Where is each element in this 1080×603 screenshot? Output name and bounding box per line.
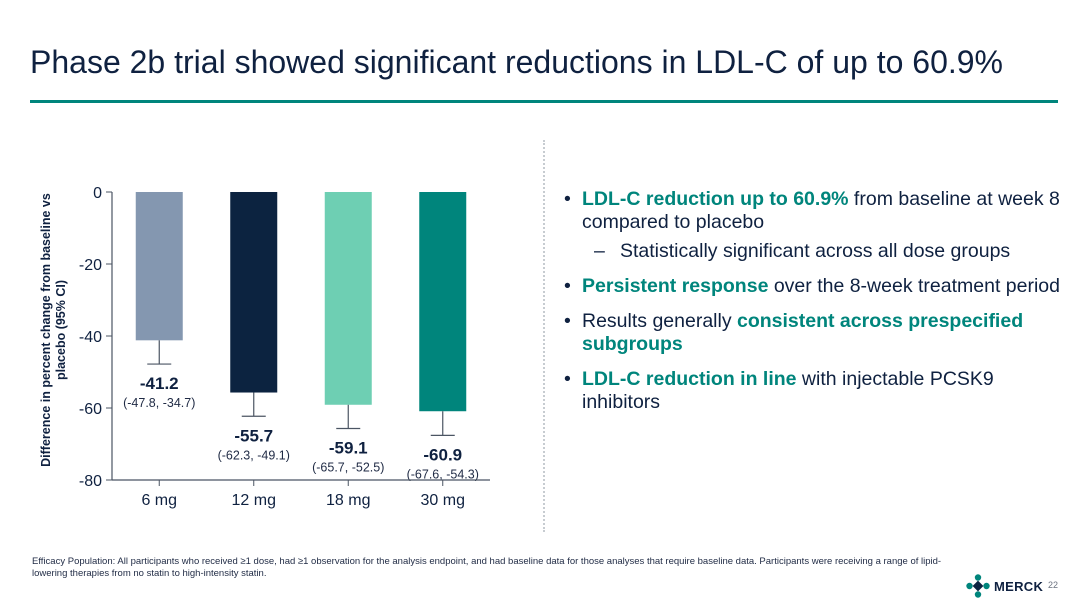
bullet-text: with injectable PCSK9 inhibitors — [582, 368, 994, 413]
bullet-highlight: Persistent response — [582, 275, 769, 297]
merck-logo-text: MERCK — [994, 578, 1044, 594]
bar — [135, 192, 183, 341]
ci-label: (-62.3, -49.1) — [218, 448, 290, 462]
bullet-text: over the 8-week treatment period — [768, 275, 1060, 297]
merck-logo-icon — [966, 574, 990, 598]
x-tick-label: 12 mg — [232, 492, 276, 509]
data-label: -55.7 — [234, 426, 273, 445]
page-number: 22 — [1048, 580, 1059, 590]
slide-title: Phase 2b trial showed significant reduct… — [30, 44, 1003, 80]
sub-bullet-significance: – Statistically significant across all do… — [582, 240, 1062, 263]
y-tick-label: 0 — [93, 185, 102, 202]
x-tick-label: 30 mg — [421, 492, 465, 509]
y-axis-label: Difference in percent change from baseli… — [39, 193, 68, 467]
footnote: Efficacy Population: All participants wh… — [32, 556, 942, 579]
bar — [324, 192, 372, 405]
bullet-highlight: LDL-C reduction up to 60.9% — [582, 188, 849, 210]
x-tick-label: 18 mg — [326, 492, 370, 509]
bar-chart: 0 -20 -40 -60 -80 -41.2 (-47.8, -34.7) 6 mg -55.… — [79, 185, 490, 509]
bar — [419, 192, 467, 412]
sub-bullet-text: Statistically significant across all dos… — [620, 240, 1011, 262]
y-axis-label-container: Difference in percent change from baseli… — [32, 180, 76, 480]
bullet-text: from baseline at week 8 compared to plac… — [582, 188, 1060, 233]
title-underline — [30, 100, 1058, 103]
data-label: -59.1 — [329, 439, 368, 458]
bullet-persistent-response: Persistent response over the 8-week trea… — [562, 275, 1062, 298]
y-tick-label: -80 — [79, 473, 102, 490]
merck-logo: MERCK — [966, 574, 1043, 598]
ci-label: (-65.7, -52.5) — [312, 461, 384, 475]
dash-marker: – — [594, 240, 605, 262]
data-label: -41.2 — [140, 374, 179, 393]
bullet-highlight: consistent across prespecified subgroups — [582, 310, 1024, 355]
key-findings-list: LDL-C reduction up to 60.9% from baselin… — [562, 188, 1062, 426]
y-tick-label: -40 — [79, 329, 102, 346]
bar — [230, 192, 278, 393]
bullet-ldl-reduction: LDL-C reduction up to 60.9% from baselin… — [562, 188, 1062, 263]
bullet-pcsk9-comparison: LDL-C reduction in line with injectable … — [562, 368, 1062, 414]
x-tick-label: 6 mg — [141, 492, 177, 509]
ci-label: (-67.6, -54.3) — [407, 467, 479, 481]
y-tick-label: -60 — [79, 401, 102, 418]
bullet-prefix: Results generally — [582, 310, 737, 332]
bullet-consistent-subgroups: Results generally consistent across pres… — [562, 310, 1062, 356]
data-label: -60.9 — [423, 445, 462, 464]
dotted-divider — [543, 140, 545, 532]
bullet-highlight: LDL-C reduction in line — [582, 368, 797, 390]
ci-label: (-47.8, -34.7) — [123, 396, 195, 410]
y-tick-label: -20 — [79, 257, 102, 274]
